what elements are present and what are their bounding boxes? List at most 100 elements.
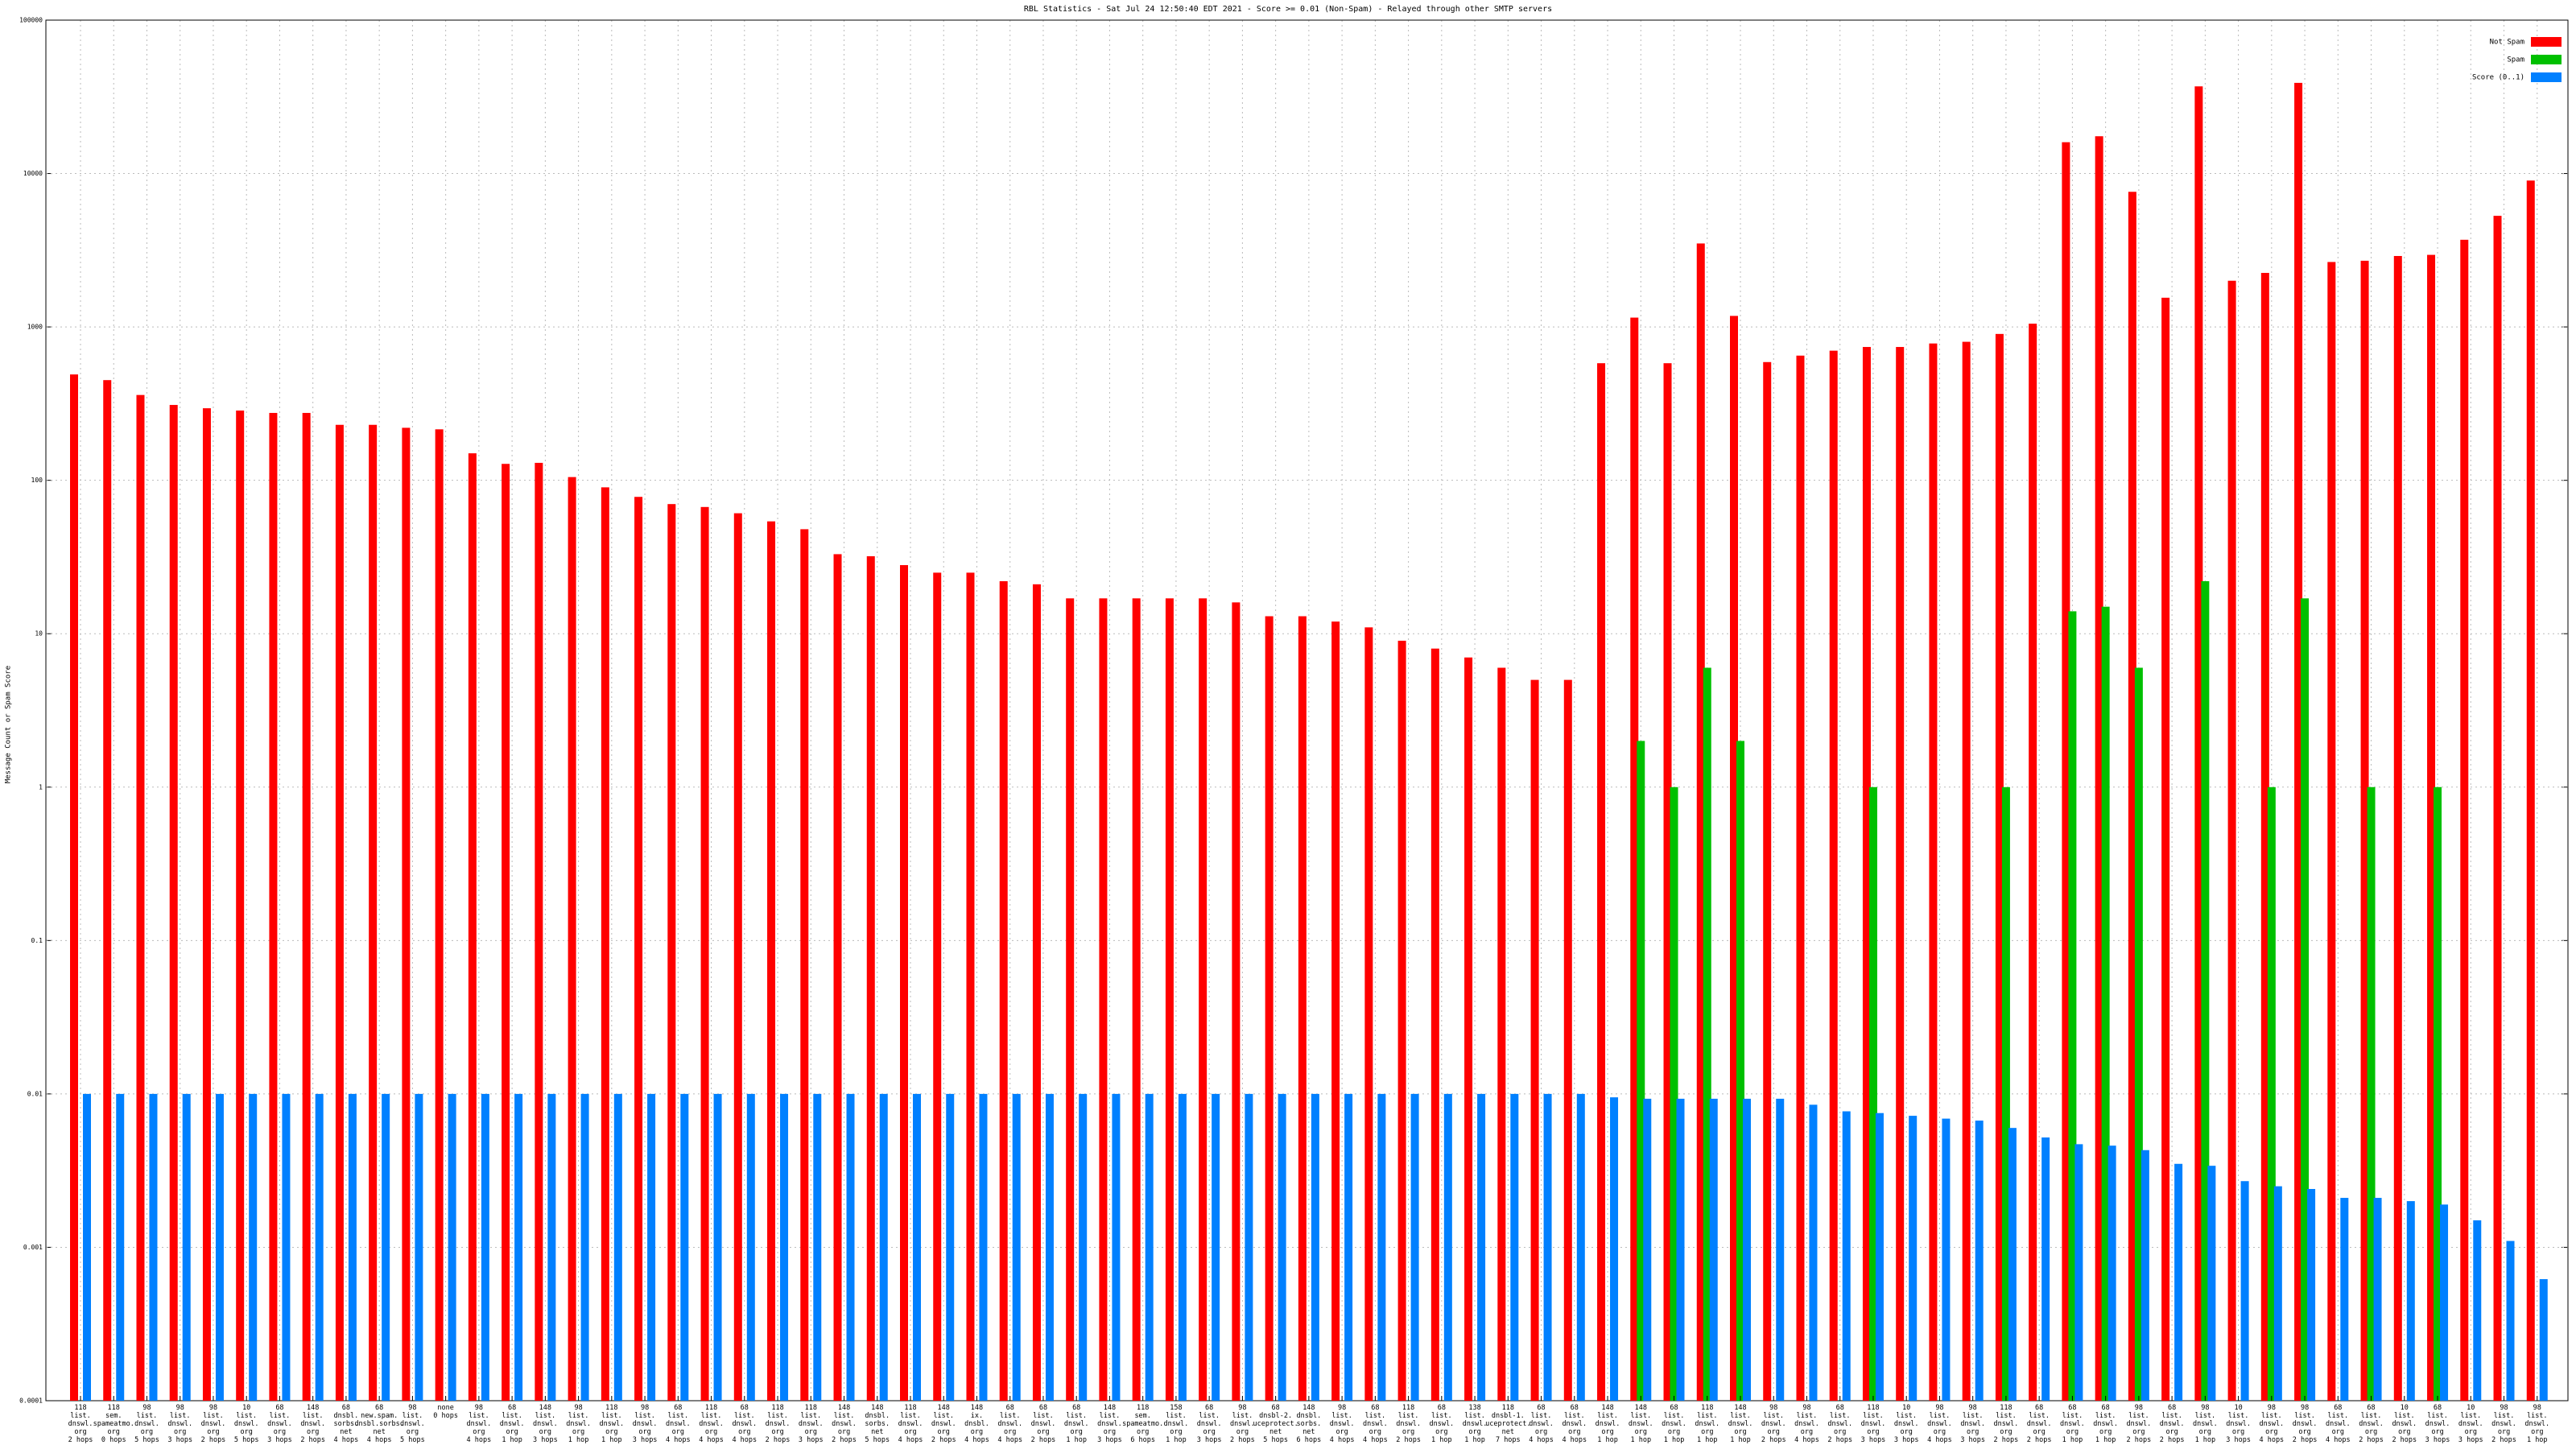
bar xyxy=(448,1093,456,1401)
x-tick-label-line: list. xyxy=(2228,1412,2249,1420)
x-tick-label: 148 list. dnswl. org 2 hops xyxy=(832,1404,857,1444)
bar xyxy=(502,464,510,1401)
x-tick-label: 68 list. dnswl. org 4 hops xyxy=(997,1404,1022,1444)
bar xyxy=(1929,343,1938,1401)
x-tick-label: 68 dnsbl. sorbs. net 4 hops xyxy=(334,1404,359,1444)
x-tick-label: 68 new.spam. dnsbl.sorbs. net 4 hops xyxy=(354,1404,403,1444)
x-tick-label-line: 5 hops xyxy=(865,1436,890,1444)
x-tick-label-line: list. xyxy=(1066,1412,1087,1420)
x-tick-label-line: dnswl. xyxy=(1463,1420,1488,1428)
x-tick-label: 118 sem. spameatmo. org 0 hops xyxy=(93,1404,134,1444)
x-tick-label-line: dnswl. xyxy=(2425,1420,2450,1428)
bar xyxy=(2101,606,2110,1401)
x-tick-label-line: list. xyxy=(1996,1412,2017,1420)
x-tick-label-line: 3 hops xyxy=(2226,1436,2251,1444)
x-tick-label-line: list. xyxy=(734,1412,755,1420)
x-tick-label: 68 list. dnswl. org 1 hop xyxy=(1429,1404,1454,1444)
x-tick-label-line: 98 xyxy=(2135,1404,2143,1412)
x-tick-label-line: dnswl. xyxy=(1164,1420,1189,1428)
x-tick-label-line: dnsbl.sorbs. xyxy=(354,1420,403,1428)
x-tick-label-line: 68 xyxy=(2434,1404,2442,1412)
x-tick-label-line: org xyxy=(473,1428,485,1436)
bar xyxy=(1066,598,1075,1401)
x-tick-label-line: 4 hops xyxy=(997,1436,1022,1444)
x-tick-label-line: 3 hops xyxy=(1960,1436,1985,1444)
x-tick-label-line: 68 xyxy=(1006,1404,1014,1412)
x-tick-label-line: dnswl. xyxy=(1562,1420,1587,1428)
x-tick-label-line: list. xyxy=(767,1412,788,1420)
x-tick-label-line: list. xyxy=(634,1412,655,1420)
bar xyxy=(1809,1104,1818,1401)
x-tick-label-line: 1 hop xyxy=(1697,1436,1718,1444)
bar xyxy=(1962,341,1971,1401)
x-tick-label-line: dnswl. xyxy=(1596,1420,1620,1428)
x-tick-label: 118 list. dnswl. org 4 hops xyxy=(699,1404,724,1444)
x-tick-label: 68 list. dnswl. org 3 hops xyxy=(267,1404,292,1444)
x-tick-label: 98 list. dnswl. org 3 hops xyxy=(633,1404,658,1444)
x-tick-label-line: dnswl. xyxy=(1827,1420,1852,1428)
x-tick-label-line: 118 xyxy=(1502,1404,1514,1412)
bar xyxy=(2493,216,2502,1401)
bar xyxy=(966,572,975,1401)
x-tick-label-line: sorbs. xyxy=(334,1420,359,1428)
x-tick-label-line: 1 hop xyxy=(1464,1436,1485,1444)
x-tick-label-line: 3 hops xyxy=(1197,1436,1222,1444)
x-tick-label: 98 list. dnswl. org 2 hops xyxy=(1761,1404,1786,1444)
bar xyxy=(2406,1201,2415,1401)
x-tick-label-line: 118 xyxy=(108,1404,120,1412)
x-tick-label-line: 148 xyxy=(307,1404,319,1412)
x-tick-label: 98 list. dnswl. org 2 hops xyxy=(2491,1404,2516,1444)
x-tick-label-line: 98 xyxy=(408,1404,416,1412)
x-tick-label-line: list. xyxy=(1730,1412,1751,1420)
x-tick-label-line: dnswl. xyxy=(1994,1420,2019,1428)
x-tick-label: 98 list. dnswl. org 2 hops xyxy=(201,1404,226,1444)
x-tick-label-line: dnswl. xyxy=(1794,1420,1819,1428)
bar xyxy=(1397,640,1406,1401)
x-tick-label: 98 list. dnswl. org 1 hop xyxy=(566,1404,591,1444)
x-tick-label-line: 4 hops xyxy=(1927,1436,1952,1444)
x-tick-label-line: 10 xyxy=(2234,1404,2242,1412)
x-tick-label-line: dnswl. xyxy=(1529,1420,1554,1428)
x-tick-label-line: net xyxy=(1502,1428,1514,1436)
x-tick-label: 118 sem. spameatmo. org 6 hops xyxy=(1122,1404,1163,1444)
x-tick-label-line: 3 hops xyxy=(1097,1436,1122,1444)
x-tick-label: 98 list. dnswl. org 5 hops xyxy=(134,1404,159,1444)
x-tick-label-line: 118 xyxy=(771,1404,783,1412)
x-tick-label-line: list. xyxy=(270,1412,291,1420)
x-tick-label-line: 3 hops xyxy=(799,1436,824,1444)
x-tick-label-line: 5 hops xyxy=(400,1436,425,1444)
x-tick-label-line: org xyxy=(1635,1428,1647,1436)
x-tick-label: 118 list. dnswl. org 1 hop xyxy=(1695,1404,1719,1444)
x-tick-label-line: 2 hops xyxy=(2127,1436,2152,1444)
legend-label: Not Spam xyxy=(2490,39,2524,47)
x-tick-label-line: list. xyxy=(2394,1412,2415,1420)
x-tick-label: 10 list. dnswl. org 3 hops xyxy=(2458,1404,2483,1444)
x-tick-label-line: org xyxy=(1402,1428,1414,1436)
x-tick-label-line: 10 xyxy=(242,1404,250,1412)
x-tick-label-line: 2 hops xyxy=(1230,1436,1255,1444)
x-tick-label-line: list. xyxy=(1464,1412,1485,1420)
x-tick-label: 98 list. dnswl. org 4 hops xyxy=(1794,1404,1819,1444)
bar xyxy=(1995,333,2004,1401)
bar xyxy=(1079,1093,1088,1401)
x-tick-label-line: org xyxy=(2398,1428,2410,1436)
bar xyxy=(369,424,378,1401)
x-tick-label: 118 list. dnswl. org 2 hops xyxy=(1396,1404,1421,1444)
x-tick-label-line: 98 xyxy=(1238,1404,1246,1412)
x-tick-label-line: org xyxy=(174,1428,186,1436)
x-tick-label: 68 list. dnswl. org 1 hop xyxy=(2060,1404,2085,1444)
x-tick-label-line: org xyxy=(1768,1428,1780,1436)
x-tick-label-line: 2 hops xyxy=(766,1436,791,1444)
x-tick-label-line: 3 hops xyxy=(633,1436,658,1444)
x-tick-label-line: org xyxy=(1934,1428,1946,1436)
bar xyxy=(1543,1093,1552,1401)
x-tick-label-line: org xyxy=(2099,1428,2112,1436)
x-tick-label-line: 98 xyxy=(209,1404,217,1412)
x-tick-label-line: 118 xyxy=(74,1404,86,1412)
x-tick-label-line: dnswl. xyxy=(1960,1420,1985,1428)
x-tick-label-line: 148 xyxy=(971,1404,983,1412)
x-tick-label-line: 3 hops xyxy=(2458,1436,2483,1444)
x-tick-label: 118 list. dnswl. org 2 hops xyxy=(1994,1404,2019,1444)
x-tick-label-line: 98 xyxy=(1935,1404,1943,1412)
x-tick-label-line: 4 hops xyxy=(1330,1436,1355,1444)
